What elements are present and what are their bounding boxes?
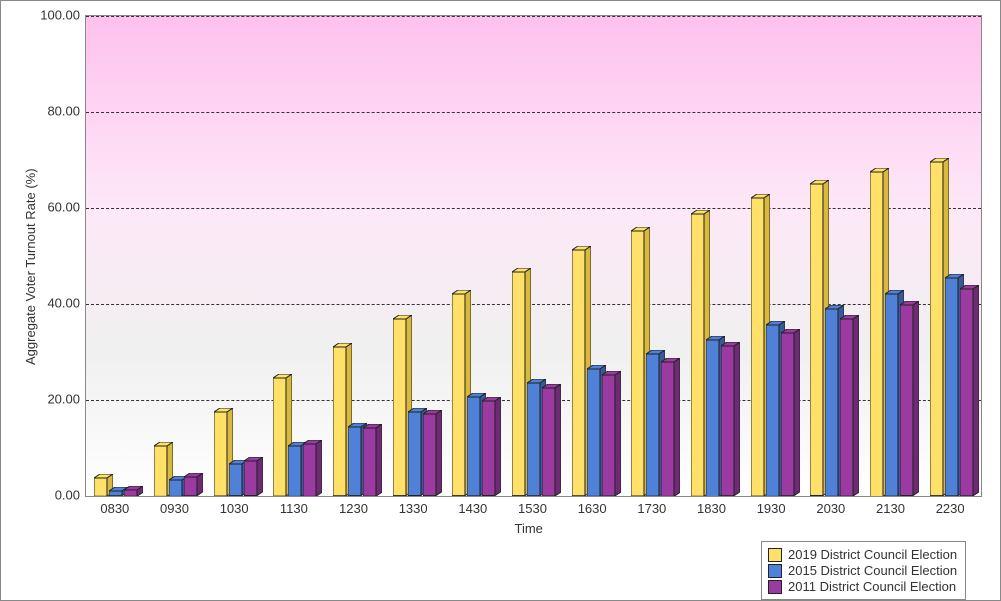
bar <box>124 486 143 496</box>
legend-label: 2015 District Council Election <box>788 563 957 578</box>
x-tick-label: 1830 <box>697 501 726 516</box>
bar <box>960 285 979 496</box>
y-tick-label: 100.00 <box>25 8 80 23</box>
bar <box>482 397 501 496</box>
bar <box>661 358 680 496</box>
bar <box>602 371 621 496</box>
x-tick-label: 1330 <box>399 501 428 516</box>
bar <box>184 473 203 496</box>
x-tick-label: 1430 <box>458 501 487 516</box>
x-tick-label: 1930 <box>757 501 786 516</box>
gridline <box>86 112 981 113</box>
legend-item: 2015 District Council Election <box>768 563 957 578</box>
x-tick-label: 1130 <box>280 501 308 516</box>
y-axis-title: Aggregate Voter Turnout Rate (%) <box>23 168 38 365</box>
gridline <box>86 16 981 17</box>
x-tick-label: 1730 <box>637 501 666 516</box>
legend-swatch <box>768 564 782 578</box>
bar <box>303 440 322 496</box>
x-tick-label: 1630 <box>578 501 607 516</box>
legend-item: 2019 District Council Election <box>768 547 957 562</box>
x-tick-label: 1030 <box>220 501 249 516</box>
bar <box>542 384 561 496</box>
legend-swatch <box>768 580 782 594</box>
y-tick-label: 20.00 <box>25 392 80 407</box>
bar <box>244 457 263 496</box>
y-tick-label: 40.00 <box>25 296 80 311</box>
x-tick-label: 2230 <box>936 501 965 516</box>
x-tick-label: 0830 <box>100 501 129 516</box>
bar <box>781 329 800 496</box>
bar <box>900 301 919 496</box>
x-axis-title: Time <box>515 521 543 536</box>
y-tick-label: 60.00 <box>25 200 80 215</box>
legend-swatch <box>768 548 782 562</box>
x-tick-label: 0930 <box>160 501 189 516</box>
x-tick-label: 2030 <box>816 501 845 516</box>
gridline <box>86 304 981 305</box>
bar <box>363 424 382 496</box>
bar <box>721 342 740 496</box>
plot-area <box>85 15 982 497</box>
bar <box>423 410 442 496</box>
bar <box>840 315 859 496</box>
legend-label: 2011 District Council Election <box>788 579 956 594</box>
y-tick-label: 80.00 <box>25 104 80 119</box>
x-tick-label: 1230 <box>339 501 368 516</box>
legend-label: 2019 District Council Election <box>788 547 957 562</box>
x-tick-label: 1530 <box>518 501 547 516</box>
gridline <box>86 208 981 209</box>
legend-item: 2011 District Council Election <box>768 579 957 594</box>
y-tick-label: 0.00 <box>25 488 80 503</box>
legend: 2019 District Council Election2015 Distr… <box>761 541 966 600</box>
x-tick-label: 2130 <box>876 501 905 516</box>
chart-frame: Aggregate Voter Turnout Rate (%) Time 20… <box>0 0 1001 601</box>
